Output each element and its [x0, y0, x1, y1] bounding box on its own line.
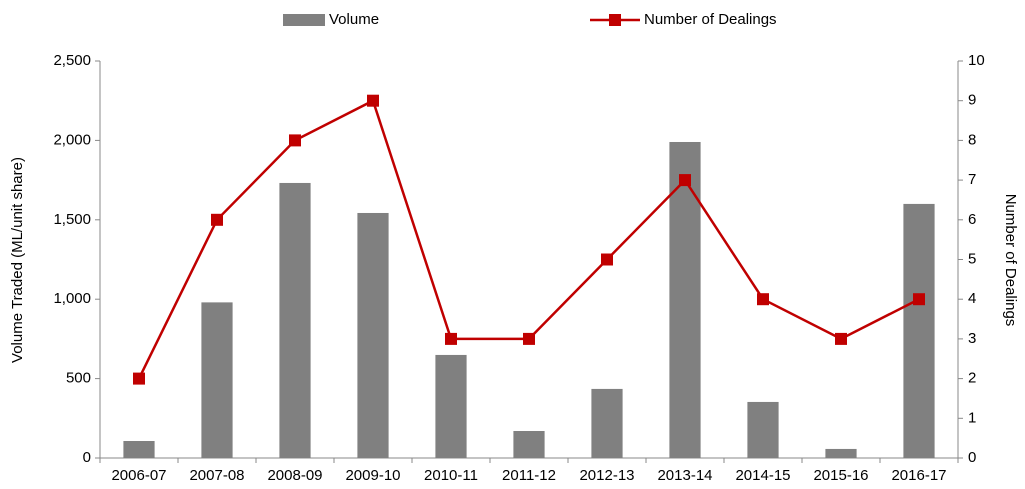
- legend-label: Volume: [329, 11, 379, 28]
- y2-tick-label: 7: [968, 171, 976, 188]
- marker: [835, 332, 847, 345]
- y-axis-title: Volume Traded (ML/unit share): [9, 157, 26, 363]
- marker: [757, 293, 769, 306]
- marker: [211, 213, 223, 226]
- bar: [201, 302, 233, 458]
- y2-tick-label: 0: [968, 449, 976, 466]
- y2-tick-label: 10: [968, 52, 985, 69]
- x-tick-label: 2007-08: [189, 467, 244, 484]
- y2-tick-label: 3: [968, 330, 976, 347]
- marker: [367, 94, 379, 107]
- y2-tick-label: 1: [968, 409, 976, 426]
- y-tick-label: 0: [83, 449, 91, 466]
- x-tick-label: 2016-17: [891, 467, 946, 484]
- x-tick-label: 2006-07: [111, 467, 166, 484]
- y2-tick-label: 6: [968, 211, 976, 228]
- marker: [445, 332, 457, 345]
- bar: [435, 354, 467, 458]
- x-tick-label: 2009-10: [345, 467, 400, 484]
- bar: [903, 203, 935, 458]
- y-tick-label: 2,500: [53, 52, 91, 69]
- marker: [133, 372, 145, 385]
- y2-tick-label: 8: [968, 131, 976, 148]
- y2-tick-label: 2: [968, 370, 976, 387]
- legend-swatch: [609, 14, 621, 26]
- legend-label: Number of Dealings: [644, 11, 777, 28]
- y-tick-label: 500: [66, 370, 91, 387]
- x-tick-label: 2008-09: [267, 467, 322, 484]
- marker: [523, 332, 535, 345]
- legend-swatch: [283, 14, 325, 26]
- x-tick-label: 2013-14: [657, 467, 712, 484]
- bar: [747, 401, 779, 458]
- y-tick-label: 1,500: [53, 211, 91, 228]
- marker: [679, 174, 691, 187]
- bar: [669, 141, 701, 458]
- x-tick-label: 2011-12: [502, 467, 556, 484]
- marker: [289, 134, 301, 147]
- marker: [601, 253, 613, 266]
- y2-tick-label: 5: [968, 250, 976, 267]
- x-tick-label: 2014-15: [735, 467, 790, 484]
- y2-tick-label: 4: [968, 290, 976, 307]
- x-tick-label: 2010-11: [424, 467, 478, 484]
- bar: [513, 431, 545, 458]
- marker: [913, 293, 925, 306]
- bar: [357, 212, 389, 458]
- y-tick-label: 1,000: [53, 290, 91, 307]
- y2-tick-label: 9: [968, 92, 976, 109]
- bar: [279, 182, 311, 458]
- y2-axis-title: Number of Dealings: [1002, 194, 1019, 327]
- x-tick-label: 2015-16: [813, 467, 868, 484]
- y-tick-label: 2,000: [53, 131, 91, 148]
- bar: [123, 441, 155, 458]
- bar: [825, 448, 857, 458]
- x-tick-label: 2012-13: [579, 467, 634, 484]
- bar: [591, 388, 623, 458]
